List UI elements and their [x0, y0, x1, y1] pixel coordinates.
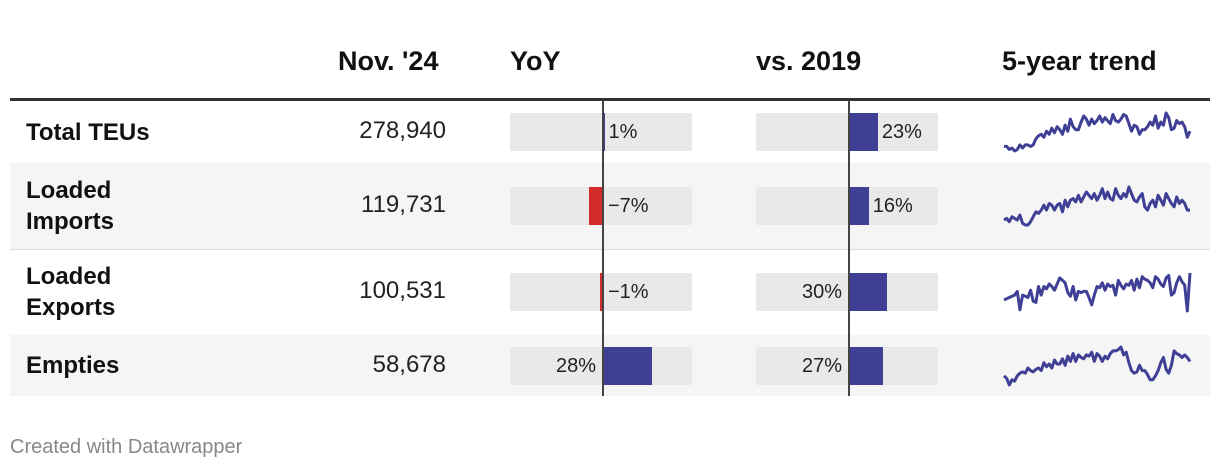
table-row: Loaded Imports 119,731 −7% 16% — [10, 163, 1210, 250]
yoy-label: 28% — [555, 354, 596, 377]
header-rule — [10, 98, 1210, 101]
trend-sparkline — [1004, 111, 1192, 153]
yoy-bar-track: 28% — [510, 346, 692, 385]
table-row: Empties 58,678 28% 27% — [10, 335, 1210, 396]
nov24-value: 278,940 — [359, 117, 446, 144]
column-header-nov24: Nov. '24 — [338, 46, 439, 76]
column-header-vs2019: vs. 2019 — [756, 46, 862, 76]
yoy-bar-track: −7% — [510, 187, 692, 225]
row-label: Empties — [26, 352, 120, 379]
vs2019-bar-track: 16% — [756, 187, 938, 225]
vs2019-bar — [848, 273, 887, 311]
row-label: Loaded Exports — [26, 263, 116, 321]
vs2019-bar — [848, 187, 869, 225]
vs2019-bar-track: 27% — [756, 346, 938, 385]
table-row: Loaded Exports 100,531 −1% 30% — [10, 249, 1210, 336]
row-label: Loaded Imports — [26, 177, 115, 235]
yoy-label: −7% — [608, 195, 649, 217]
vs2019-label: 30% — [801, 281, 842, 303]
yoy-bar — [599, 273, 602, 311]
vs2019-bar-track: 30% — [756, 273, 938, 311]
trend-line — [1003, 272, 1192, 313]
vs2019-label: 16% — [872, 195, 913, 217]
vs2019-bar-track: 23% — [756, 113, 938, 151]
trend-sparkline — [1002, 345, 1192, 386]
vs2019-label: 23% — [881, 121, 922, 143]
yoy-label: −1% — [608, 281, 649, 303]
yoy-bar — [589, 187, 602, 225]
table-row: Total TEUs 278,940 1% 23% — [10, 101, 1210, 164]
nov24-value: 100,531 — [359, 277, 446, 304]
trend-sparkline — [1003, 272, 1192, 313]
column-header-yoy: YoY — [510, 46, 561, 76]
table-header: Nov. '24 YoY vs. 2019 5-year trend — [10, 0, 1210, 100]
yoy-zero-axis — [602, 100, 604, 396]
row-label: Total TEUs — [26, 118, 150, 146]
vs2019-label: 27% — [801, 354, 842, 377]
trend-sparkline — [1003, 185, 1190, 227]
trend-line — [1003, 185, 1190, 227]
yoy-bar — [602, 346, 653, 385]
credit-text: Created with Datawrapper — [10, 436, 243, 458]
trend-line — [1004, 111, 1192, 153]
yoy-bar-track: −1% — [510, 273, 692, 311]
nov24-value: 58,678 — [372, 350, 446, 378]
vs2019-bar — [848, 346, 884, 385]
yoy-label: 1% — [608, 121, 638, 143]
trend-line — [1002, 345, 1192, 386]
yoy-bar-track: 1% — [510, 113, 692, 151]
nov24-value: 119,731 — [361, 191, 446, 218]
vs2019-bar — [848, 113, 878, 151]
column-header-trend: 5-year trend — [1002, 46, 1157, 76]
vs2019-zero-axis — [848, 100, 850, 396]
